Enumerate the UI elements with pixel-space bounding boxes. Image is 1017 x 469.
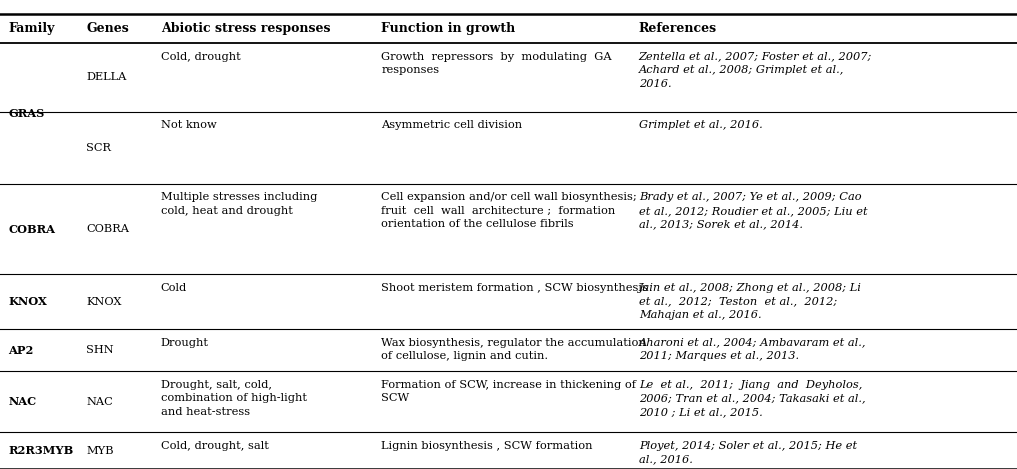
Text: Wax biosynthesis, regulator the accumulation
of cellulose, lignin and cutin.: Wax biosynthesis, regulator the accumula… xyxy=(381,338,646,361)
Text: Grimplet et al., 2016.: Grimplet et al., 2016. xyxy=(639,120,763,130)
Text: Multiple stresses including
cold, heat and drought: Multiple stresses including cold, heat a… xyxy=(161,192,317,216)
Text: SCR: SCR xyxy=(86,143,112,153)
Text: AP2: AP2 xyxy=(8,345,34,356)
Text: Function in growth: Function in growth xyxy=(381,22,516,35)
Text: MYB: MYB xyxy=(86,446,114,456)
Text: Genes: Genes xyxy=(86,22,129,35)
Text: COBRA: COBRA xyxy=(86,224,129,234)
Text: Asymmetric cell division: Asymmetric cell division xyxy=(381,120,523,130)
Text: NAC: NAC xyxy=(8,396,37,408)
Text: Aharoni et al., 2004; Ambavaram et al.,
2011; Marques et al., 2013.: Aharoni et al., 2004; Ambavaram et al., … xyxy=(639,338,866,361)
Text: Cell expansion and/or cell wall biosynthesis;
fruit  cell  wall  architecture ; : Cell expansion and/or cell wall biosynth… xyxy=(381,192,637,229)
Text: Zentella et al., 2007; Foster et al., 2007;
Achard et al., 2008; Grimplet et al.: Zentella et al., 2007; Foster et al., 20… xyxy=(639,52,872,89)
Text: Drought: Drought xyxy=(161,338,208,348)
Text: SHN: SHN xyxy=(86,345,114,356)
Text: Formation of SCW, increase in thickening of
SCW: Formation of SCW, increase in thickening… xyxy=(381,380,637,403)
Text: Le  et al.,  2011;  Jiang  and  Deyholos,
2006; Tran et al., 2004; Takasaki et a: Le et al., 2011; Jiang and Deyholos, 200… xyxy=(639,380,865,417)
Text: Not know: Not know xyxy=(161,120,217,130)
Text: KNOX: KNOX xyxy=(86,297,122,307)
Text: COBRA: COBRA xyxy=(8,224,55,234)
Text: Cold, drought, salt: Cold, drought, salt xyxy=(161,441,268,451)
Text: Growth  repressors  by  modulating  GA
responses: Growth repressors by modulating GA respo… xyxy=(381,52,612,75)
Text: Abiotic stress responses: Abiotic stress responses xyxy=(161,22,331,35)
Text: Cold: Cold xyxy=(161,283,187,293)
Text: DELLA: DELLA xyxy=(86,72,127,83)
Text: References: References xyxy=(639,22,717,35)
Text: Brady et al., 2007; Ye et al., 2009; Cao
et al., 2012; Roudier et al., 2005; Liu: Brady et al., 2007; Ye et al., 2009; Cao… xyxy=(639,192,868,229)
Text: NAC: NAC xyxy=(86,397,113,407)
Text: R2R3MYB: R2R3MYB xyxy=(8,445,73,456)
Text: Family: Family xyxy=(8,22,55,35)
Text: KNOX: KNOX xyxy=(8,296,47,307)
Text: Cold, drought: Cold, drought xyxy=(161,52,240,61)
Text: Jain et al., 2008; Zhong et al., 2008; Li
et al.,  2012;  Teston  et al.,  2012;: Jain et al., 2008; Zhong et al., 2008; L… xyxy=(639,283,861,320)
Text: GRAS: GRAS xyxy=(8,108,45,119)
Text: Ployet, 2014; Soler et al., 2015; He et
al., 2016.: Ployet, 2014; Soler et al., 2015; He et … xyxy=(639,441,856,464)
Text: Drought, salt, cold,
combination of high-light
and heat-stress: Drought, salt, cold, combination of high… xyxy=(161,380,307,417)
Text: Lignin biosynthesis , SCW formation: Lignin biosynthesis , SCW formation xyxy=(381,441,593,451)
Text: Shoot meristem formation , SCW biosynthesis: Shoot meristem formation , SCW biosynthe… xyxy=(381,283,648,293)
